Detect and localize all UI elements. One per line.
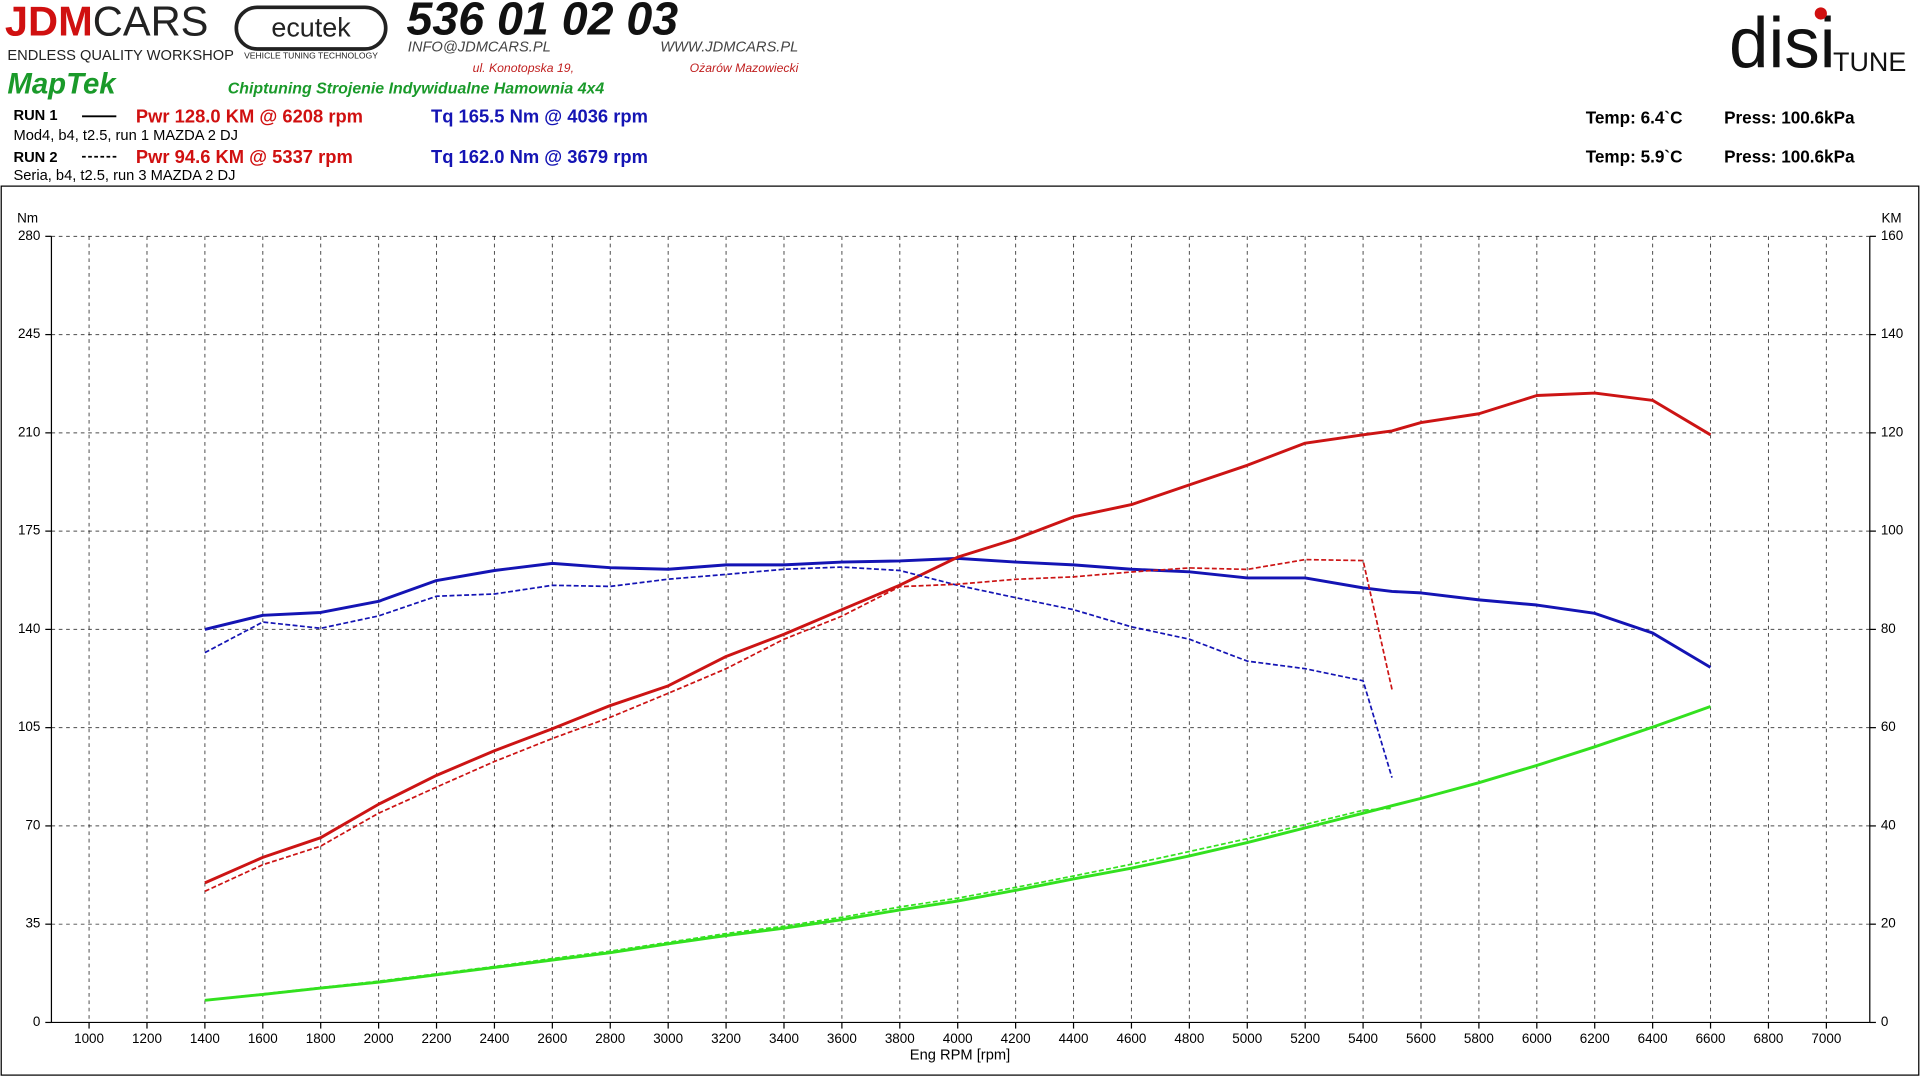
run-torque: Tq 162.0 Nm @ 3679 rpm <box>431 146 648 167</box>
run-torque: Tq 165.5 Nm @ 4036 rpm <box>431 105 648 126</box>
www: WWW.JDMCARS.PL <box>660 40 798 56</box>
x-tick-label: 3400 <box>769 1031 799 1046</box>
run-desc: Seria, b4, t2.5, run 3 MAZDA 2 DJ <box>13 168 235 184</box>
x-tick-label: 5000 <box>1232 1031 1262 1046</box>
y2-tick-label: 120 <box>1881 424 1903 439</box>
chart-frame <box>0 185 1920 1076</box>
series-line <box>204 391 1712 885</box>
services: Chiptuning Strojenie Indywidualne Hamown… <box>228 81 605 98</box>
y2-tick-label: 100 <box>1881 523 1903 538</box>
run-label: RUN 1 <box>13 108 57 124</box>
run-power: Pwr 128.0 KM @ 6208 rpm <box>136 105 363 126</box>
x-tick-label: 6600 <box>1696 1031 1726 1046</box>
ecutek-sub: VEHICLE TUNING TECHNOLOGY <box>244 51 378 61</box>
y-tick-label: 0 <box>33 1014 40 1029</box>
x-tick-label: 1800 <box>306 1031 336 1046</box>
legend: RUN 1 Pwr 128.0 KM @ 6208 rpm Tq 165.5 N… <box>13 105 1855 184</box>
x-tick-label: 2600 <box>537 1031 567 1046</box>
x-tick-label: 6400 <box>1638 1031 1668 1046</box>
x-tick-label: 1200 <box>132 1031 162 1046</box>
x-tick-label: 5800 <box>1464 1031 1494 1046</box>
x-axis-label: Eng RPM [rpm] <box>910 1047 1010 1063</box>
x-tick-label: 1600 <box>248 1031 278 1046</box>
disi-dot <box>1814 7 1827 20</box>
y2-tick-label: 160 <box>1881 228 1903 243</box>
x-tick-label: 6000 <box>1522 1031 1552 1046</box>
city: Ożarów Mazowiecki <box>690 61 799 75</box>
tune-logo: TUNE <box>1833 47 1906 77</box>
y-tick-label: 175 <box>18 523 40 538</box>
x-tick-label: 4200 <box>1001 1031 1031 1046</box>
y2-tick-label: 20 <box>1881 916 1896 931</box>
run-label: RUN 2 <box>13 150 57 166</box>
x-tick-label: 6200 <box>1580 1031 1610 1046</box>
y2-axis-label: KM <box>1881 211 1901 226</box>
series-line <box>204 705 1711 1002</box>
x-tick-label: 2200 <box>422 1031 452 1046</box>
phone: 536 01 02 03 <box>407 0 679 44</box>
y-tick-label: 210 <box>18 424 40 439</box>
x-tick-label: 4800 <box>1174 1031 1204 1046</box>
ecutek-logo: ecutek <box>271 12 351 42</box>
x-tick-label: 4400 <box>1059 1031 1089 1046</box>
x-tick-label: 5400 <box>1348 1031 1378 1046</box>
series-line <box>204 558 1393 893</box>
y-tick-label: 70 <box>25 817 40 832</box>
y-tick-label: 105 <box>18 719 40 734</box>
series-line <box>204 566 1393 778</box>
x-tick-label: 2800 <box>595 1031 625 1046</box>
y-tick-label: 140 <box>18 621 40 636</box>
run-desc: Mod4, b4, t2.5, run 1 MAZDA 2 DJ <box>13 128 237 144</box>
x-tick-label: 6800 <box>1753 1031 1783 1046</box>
email: INFO@JDMCARS.PL <box>408 40 551 56</box>
ecutek-frame <box>234 5 388 51</box>
x-tick-label: 1400 <box>190 1031 220 1046</box>
y2-tick-label: 140 <box>1881 326 1903 341</box>
x-tick-label: 7000 <box>1811 1031 1841 1046</box>
series-line <box>204 556 1712 669</box>
x-tick-label: 3200 <box>711 1031 741 1046</box>
y2-tick-label: 60 <box>1881 719 1896 734</box>
x-tick-label: 3600 <box>827 1031 857 1046</box>
workshop: ENDLESS QUALITY WORKSHOP <box>7 48 234 64</box>
x-tick-label: 1000 <box>74 1031 104 1046</box>
x-tick-label: 3800 <box>885 1031 915 1046</box>
y-tick-label: 280 <box>18 228 40 243</box>
run-temp: Temp: 6.4`C <box>1586 107 1683 127</box>
run-press: Press: 100.6kPa <box>1724 107 1855 127</box>
y-axis-label: Nm <box>17 211 38 226</box>
x-tick-label: 4000 <box>943 1031 973 1046</box>
x-tick-label: 5200 <box>1290 1031 1320 1046</box>
y-tick-label: 245 <box>18 326 40 341</box>
x-tick-label: 2400 <box>479 1031 509 1046</box>
logo-jdm: JDM <box>5 0 93 44</box>
maptek: MapTek <box>7 67 117 100</box>
logo-jdmcars: JDMCARS <box>5 0 209 44</box>
run-temp: Temp: 5.9`C <box>1586 146 1683 166</box>
y-tick-label: 35 <box>25 916 40 931</box>
x-tick-label: 4600 <box>1116 1031 1146 1046</box>
y2-tick-label: 40 <box>1881 817 1896 832</box>
run-press: Press: 100.6kPa <box>1724 146 1855 166</box>
x-tick-label: 3000 <box>653 1031 683 1046</box>
y2-tick-label: 80 <box>1881 621 1896 636</box>
y2-tick-label: 0 <box>1881 1014 1888 1029</box>
x-tick-label: 2000 <box>364 1031 394 1046</box>
logo-cars: CARS <box>93 0 209 44</box>
run-power: Pwr 94.6 KM @ 5337 rpm <box>136 146 353 167</box>
street: ul. Konotopska 19, <box>473 61 574 75</box>
x-tick-label: 5600 <box>1406 1031 1436 1046</box>
series-line <box>204 807 1393 1002</box>
